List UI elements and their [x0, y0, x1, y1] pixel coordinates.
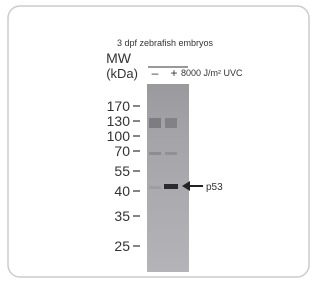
marker-label: 130: [107, 113, 131, 129]
band: [164, 184, 178, 189]
unit-label: (kDa): [106, 66, 138, 81]
mw-label: MW: [106, 50, 132, 66]
figure: 3 dpf zebrafish embryos MW (kDa) – + 800…: [0, 0, 317, 284]
sample-label: 3 dpf zebrafish embryos: [117, 38, 214, 48]
treatment-label: 8000 J/m² UVC: [181, 68, 243, 78]
protein-label: p53: [206, 182, 223, 193]
marker-label: 35: [114, 208, 130, 224]
marker-label: 70: [114, 143, 130, 159]
marker-label: 100: [107, 128, 131, 144]
marker-label: 55: [114, 163, 130, 179]
blot: [147, 84, 189, 272]
band: [165, 152, 177, 155]
lane-label: –: [152, 66, 159, 80]
band: [165, 118, 177, 128]
marker-label: 40: [114, 183, 130, 199]
marker-label: 170: [107, 98, 131, 114]
marker-label: 25: [114, 238, 130, 254]
band: [149, 186, 161, 189]
lane-label: +: [170, 66, 177, 80]
band: [149, 152, 161, 155]
band: [149, 118, 161, 128]
